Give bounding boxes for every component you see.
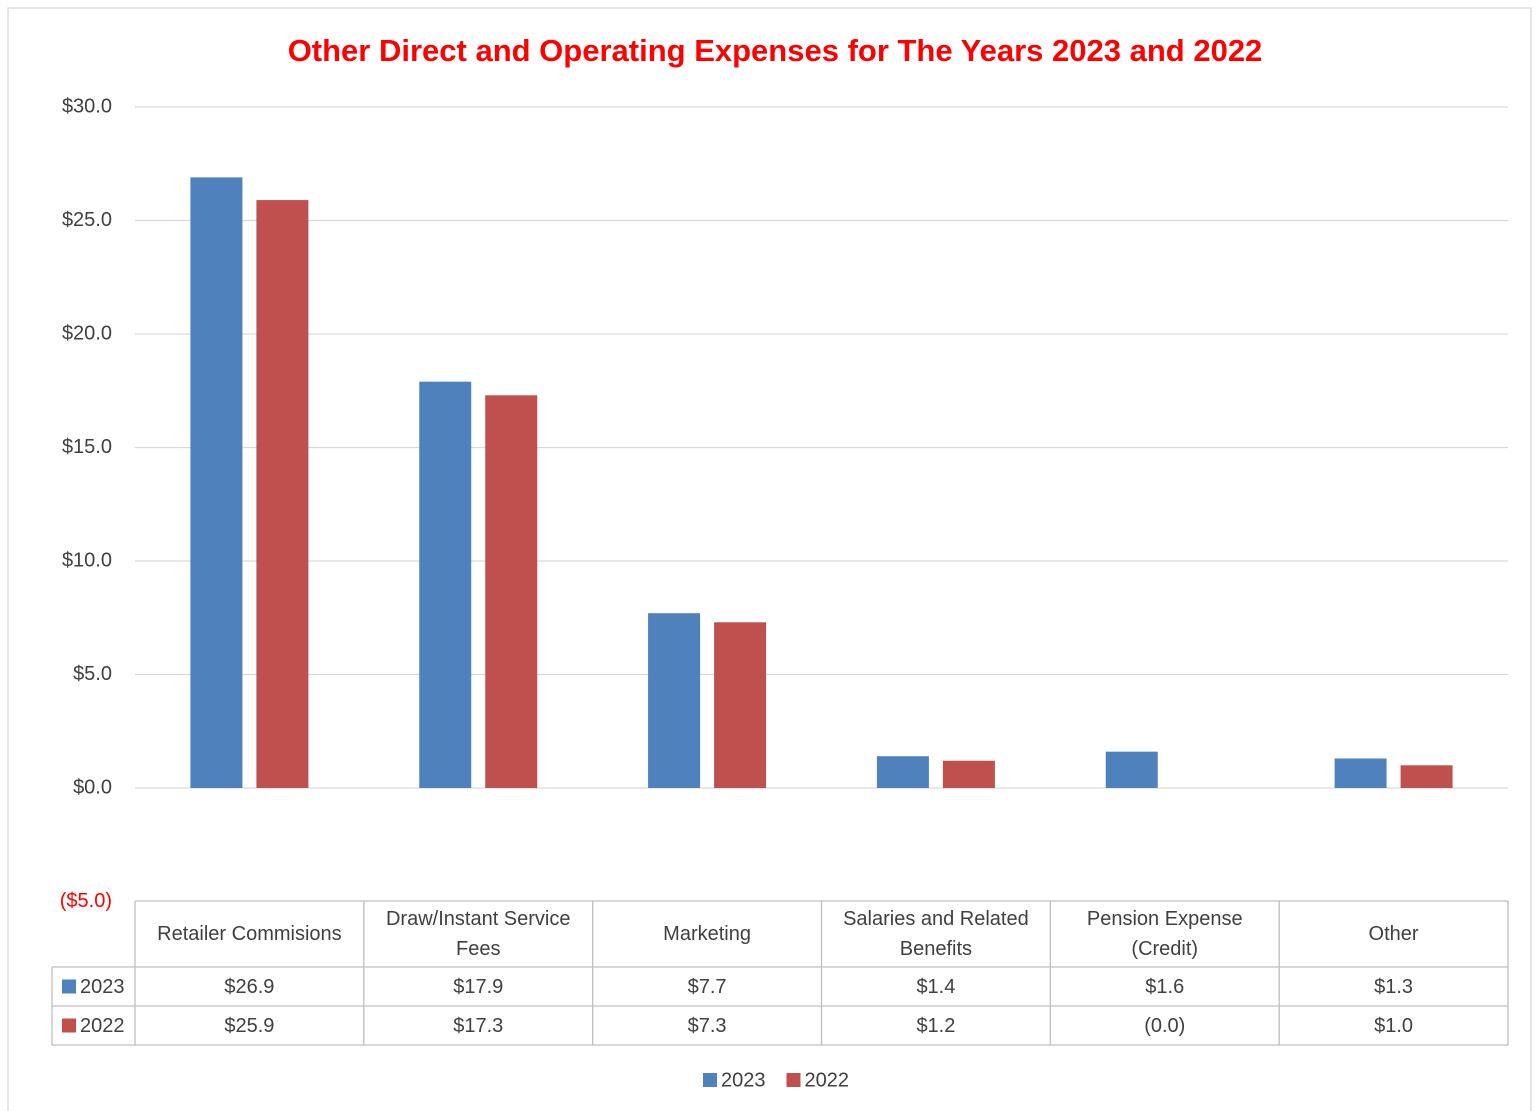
y-tick-label: $15.0 (62, 436, 112, 458)
legend-label: 2023 (721, 1069, 766, 1091)
y-tick-label: ($5.0) (60, 890, 112, 912)
x-tick-label: Marketing (663, 923, 751, 945)
bar (485, 395, 538, 788)
y-tick-label: $0.0 (73, 776, 112, 798)
y-tick-label: $30.0 (62, 95, 112, 117)
value-label: $1.3 (1374, 976, 1413, 998)
y-tick-label: $10.0 (62, 549, 112, 571)
bar (1400, 765, 1453, 788)
bar (942, 760, 995, 788)
value-label: $1.4 (916, 976, 955, 998)
value-label: $7.7 (688, 976, 727, 998)
bar (1334, 758, 1387, 788)
table-legend-key (62, 1018, 76, 1033)
x-tick-label: Retailer Commisions (157, 923, 342, 945)
bar (648, 613, 701, 788)
y-tick-label: $20.0 (62, 322, 112, 344)
x-tick-label: Other (1368, 923, 1419, 945)
y-tick-label: $25.0 (62, 209, 112, 231)
y-tick-label: $5.0 (73, 663, 112, 685)
legend-key (786, 1073, 801, 1087)
legend-key (703, 1073, 717, 1087)
value-label: $26.9 (224, 976, 274, 998)
value-label: $1.0 (1374, 1015, 1413, 1037)
bar (1105, 751, 1158, 788)
x-tick-label: Draw/Instant Service Fees (385, 908, 571, 960)
value-label: $1.6 (1145, 976, 1184, 998)
x-tick-label: Draw/Instant Service Fees (385, 908, 571, 960)
value-label: (0.0) (1144, 1015, 1185, 1037)
value-label: $25.9 (224, 1015, 274, 1037)
value-label: $17.3 (453, 1015, 503, 1037)
bar (714, 622, 767, 788)
table-row-label: 2023 (80, 976, 125, 998)
x-tick-label: Retailer Commisions (157, 923, 342, 945)
table-legend-key (62, 979, 76, 994)
bar (876, 756, 929, 788)
chart-title: Other Direct and Operating Expenses for … (288, 33, 1263, 68)
x-tick-label: Marketing (663, 923, 751, 945)
value-label: $7.3 (688, 1015, 727, 1037)
x-tick-label: Other (1368, 923, 1419, 945)
bar (419, 381, 472, 788)
value-label: $17.9 (453, 976, 503, 998)
table-row-label: 2022 (80, 1015, 125, 1037)
x-tick-label: Salaries and Related Benefits (843, 908, 1029, 960)
x-tick-label: Pension Expense (Credit) (1086, 908, 1243, 960)
bar (256, 200, 309, 788)
legend-label: 2022 (805, 1069, 850, 1091)
value-label: $1.2 (916, 1015, 955, 1037)
x-tick-label: Pension Expense (Credit) (1086, 908, 1243, 960)
bar (190, 177, 243, 788)
x-tick-label: Salaries and Related Benefits (843, 908, 1029, 960)
